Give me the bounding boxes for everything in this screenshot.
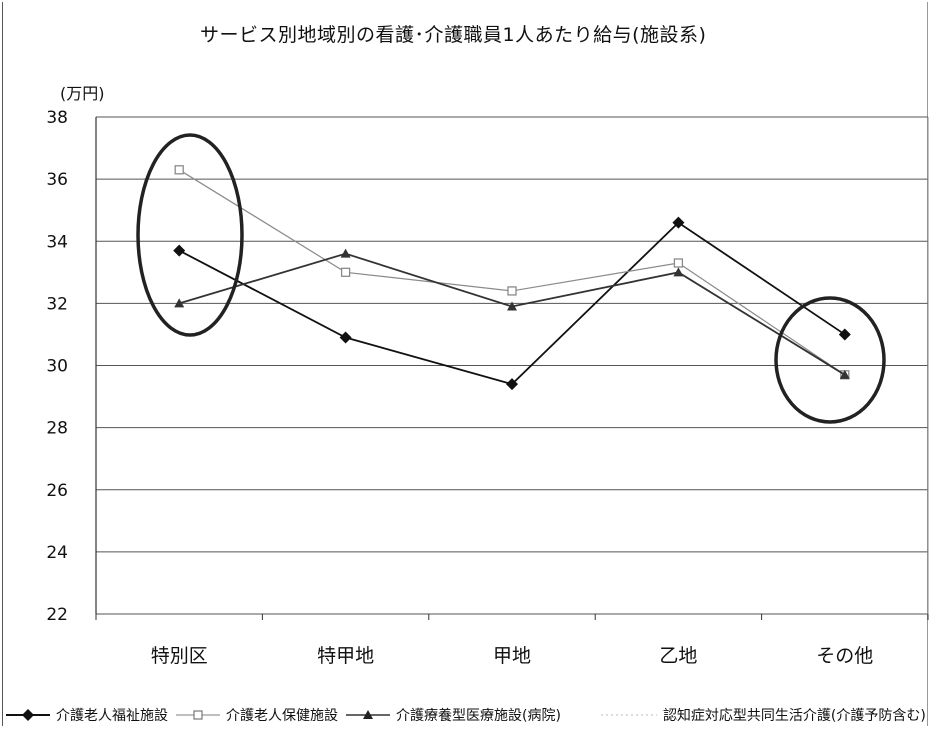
data-point-triangle [673, 267, 684, 277]
highlight-ellipse [136, 133, 244, 337]
legend-item-3: 介護療養型医療施設(病院) [344, 705, 561, 725]
y-tick-label: 28 [46, 419, 68, 439]
y-tick-label: 22 [46, 605, 68, 625]
legend-label: 介護療養型医療施設(病院) [396, 708, 561, 724]
data-point-diamond [838, 328, 851, 341]
data-point-triangle [340, 248, 351, 258]
data-point-diamond [173, 244, 186, 257]
x-tick-label: 乙地 [659, 645, 697, 667]
data-point-triangle [174, 298, 185, 308]
data-point-triangle [507, 301, 517, 311]
data-point-diamond [339, 331, 352, 344]
data-point-square [340, 267, 351, 277]
data-point-diamond [672, 216, 685, 229]
x-tick-label: 特別区 [151, 645, 208, 667]
series-line-2 [178, 169, 846, 376]
y-axis-unit: (万円) [60, 84, 105, 103]
legend-item-1: 介護老人福祉施設 [4, 705, 168, 725]
y-tick-label: 24 [46, 543, 68, 563]
x-tick-label: 甲地 [493, 645, 531, 667]
legend-marker-square [176, 710, 220, 720]
data-point-square [673, 258, 684, 268]
chart-plot: 38 36 34 32 30 28 26 24 22 特別区 特甲地 甲地 乙地 その他 [46, 108, 929, 667]
legend-marker-triangle [346, 710, 390, 719]
chart-title: サービス別地域別の看護･介護職員1人あたり給与(施設系) [200, 24, 707, 46]
series-line-3 [178, 252, 846, 376]
data-point-square [174, 165, 184, 175]
y-tick-label: 32 [46, 294, 68, 314]
y-tick-label: 38 [46, 108, 68, 128]
legend-marker-dotted-line [600, 714, 657, 716]
legend-item-4: 認知症対応型共同生活介護(介護予防含む) [599, 705, 926, 725]
x-tick-label: 特甲地 [317, 645, 374, 667]
legend-marker-diamond [6, 709, 50, 721]
legend: 介護老人福祉施設 介護老人保健施設 介護療養型医療施設(病院) 認知症対応型共同… [4, 702, 930, 728]
y-tick-label: 30 [46, 357, 68, 377]
legend-label: 介護老人保健施設 [226, 708, 338, 724]
data-point-triangle [839, 369, 850, 379]
y-tick-label: 36 [46, 170, 68, 190]
x-tick-label: その他 [816, 645, 873, 667]
highlight-ellipse [774, 296, 886, 424]
y-tick-label: 26 [46, 481, 68, 501]
y-tick-label: 34 [46, 232, 68, 252]
legend-item-2: 介護老人保健施設 [174, 705, 338, 725]
data-point-diamond [506, 378, 518, 391]
legend-label: 認知症対応型共同生活介護(介護予防含む) [662, 708, 926, 724]
legend-label: 介護老人福祉施設 [56, 708, 168, 724]
data-point-square [507, 286, 517, 296]
